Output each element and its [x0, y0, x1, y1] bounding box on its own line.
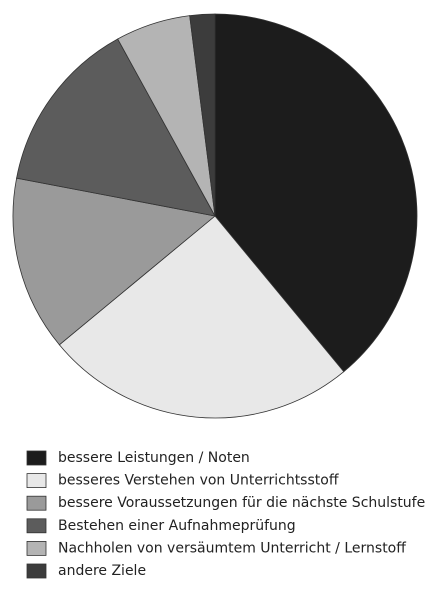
legend-swatch [26, 495, 47, 511]
legend-label: andere Ziele [58, 563, 146, 579]
legend-label: Nachholen von versäumtem Unterricht / Le… [58, 540, 406, 556]
legend-label: bessere Leistungen / Noten [58, 450, 250, 466]
pie-slice [58, 215, 345, 419]
legend-swatch [26, 450, 47, 466]
legend-label: besseres Verstehen von Unterrichtsstoff [58, 473, 339, 489]
pie-slice [12, 177, 216, 346]
legend-swatch [26, 563, 47, 579]
legend-swatch [26, 518, 47, 534]
legend-swatch [26, 541, 47, 556]
pie-slice [214, 13, 418, 373]
legend-label: bessere Voraussetzungen für die nächste … [58, 495, 425, 511]
pie-slice [189, 13, 216, 217]
legend-label: Bestehen einer Aufnahmeprüfung [58, 518, 296, 534]
pie-slice [16, 38, 216, 217]
legend-swatch [26, 473, 47, 489]
